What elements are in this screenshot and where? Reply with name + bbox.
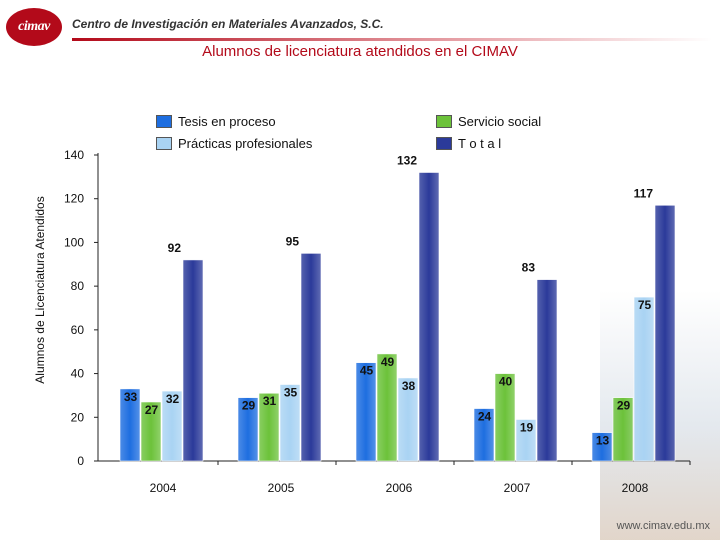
bar-servicio	[376, 353, 398, 462]
y-tick-label: 40	[71, 367, 85, 381]
data-label-tesis: 24	[478, 410, 492, 424]
bar-total	[418, 172, 440, 462]
x-tick-label: 2005	[268, 481, 295, 495]
bar-practicas	[633, 296, 655, 462]
legend-item-practicas: Prácticas profesionales	[156, 136, 312, 151]
bar-tesis	[473, 408, 495, 462]
cimav-logo: cimav	[6, 8, 62, 46]
x-tick-label: 2004	[150, 481, 177, 495]
bar-total	[536, 279, 558, 462]
data-label-practicas: 32	[166, 392, 180, 406]
x-tick-label: 2006	[386, 481, 413, 495]
bar-practicas	[397, 377, 419, 462]
data-label-practicas: 38	[402, 379, 416, 393]
data-label-practicas: 19	[520, 420, 534, 434]
legend-label-servicio: Servicio social	[458, 114, 542, 129]
header-divider	[72, 38, 712, 41]
legend-label-total: T o t a l	[458, 136, 502, 151]
y-tick-label: 120	[64, 192, 84, 206]
legend-swatch-total	[436, 137, 452, 150]
y-tick-label: 140	[64, 148, 84, 162]
y-tick-label: 100	[64, 235, 84, 249]
bar-servicio	[258, 392, 280, 462]
y-tick-label: 0	[77, 454, 84, 468]
y-tick-label: 80	[71, 279, 85, 293]
bar-servicio	[494, 373, 516, 462]
legend-swatch-tesis	[156, 115, 172, 128]
bar-total	[300, 253, 322, 462]
data-label-total: 92	[168, 241, 182, 255]
data-label-tesis: 29	[242, 399, 256, 413]
data-label-total: 95	[286, 234, 300, 248]
data-label-servicio: 31	[263, 394, 277, 408]
x-tick-label: 2007	[504, 481, 531, 495]
data-label-servicio: 49	[381, 355, 395, 369]
bar-tesis	[355, 362, 377, 462]
bar-total	[182, 259, 204, 462]
bar-tesis	[119, 388, 141, 462]
organization-name: Centro de Investigación en Materiales Av…	[72, 17, 384, 31]
legend-label-practicas: Prácticas profesionales	[178, 136, 313, 151]
bar-servicio	[140, 401, 162, 462]
data-label-tesis: 33	[124, 390, 138, 404]
bar-tesis	[237, 397, 259, 462]
bar-servicio	[612, 397, 634, 462]
bar-total	[654, 204, 676, 462]
bar-tesis	[591, 432, 613, 462]
header: cimav Centro de Investigación en Materia…	[0, 0, 720, 62]
data-label-total: 117	[634, 186, 654, 200]
data-label-practicas: 35	[284, 386, 298, 400]
data-label-servicio: 29	[617, 399, 631, 413]
bar-practicas	[279, 384, 301, 462]
legend-item-servicio: Servicio social	[436, 114, 541, 129]
legend-swatch-practicas	[156, 137, 172, 150]
data-label-servicio: 27	[145, 403, 159, 417]
legend-item-total: T o t a l	[436, 136, 501, 151]
chart-title: Alumnos de licenciatura atendidos en el …	[202, 43, 518, 60]
y-tick-label: 20	[71, 410, 85, 424]
data-label-total: 83	[522, 261, 536, 275]
data-label-tesis: 45	[360, 364, 374, 378]
bar-practicas	[161, 390, 183, 462]
data-label-practicas: 75	[638, 298, 652, 312]
y-tick-label: 60	[71, 323, 85, 337]
data-label-servicio: 40	[499, 375, 513, 389]
footer-url: www.cimav.edu.mx	[616, 520, 710, 532]
x-tick-label: 2008	[622, 481, 649, 495]
logo-text: cimav	[18, 19, 50, 34]
legend-item-tesis: Tesis en proceso	[156, 114, 276, 129]
bar-practicas	[515, 419, 537, 462]
legend-swatch-servicio	[436, 115, 452, 128]
data-label-tesis: 13	[596, 434, 610, 448]
data-label-total: 132	[397, 153, 417, 167]
legend-label-tesis: Tesis en proceso	[178, 114, 276, 129]
